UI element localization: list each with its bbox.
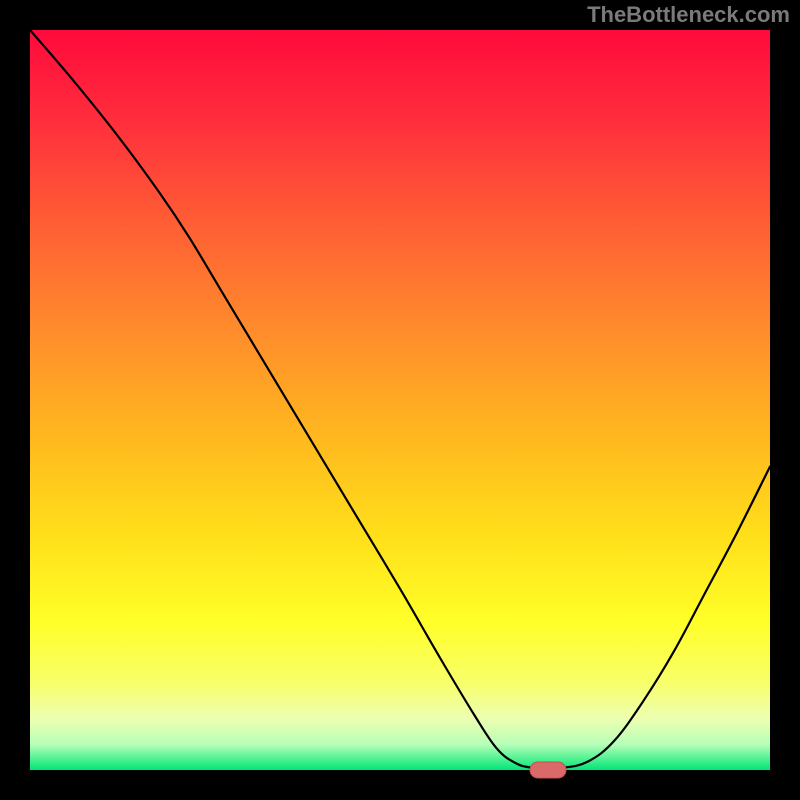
optimal-marker: [530, 762, 566, 778]
watermark-text: TheBottleneck.com: [587, 2, 790, 28]
chart-container: TheBottleneck.com: [0, 0, 800, 800]
plot-background: [30, 30, 770, 770]
bottleneck-chart: [0, 0, 800, 800]
